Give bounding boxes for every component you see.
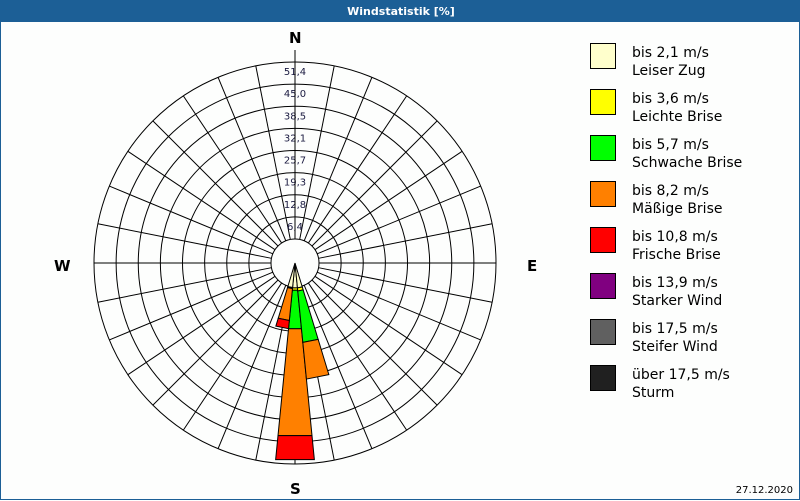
legend-label: über 17,5 m/s Sturm — [632, 367, 730, 401]
compass-north-label: N — [289, 29, 302, 47]
legend-label: bis 13,9 m/s Starker Wind — [632, 275, 723, 309]
legend-label: bis 3,6 m/s Leichte Brise — [632, 91, 723, 125]
legend-label: bis 10,8 m/s Frische Brise — [632, 229, 721, 263]
legend-swatch — [590, 181, 616, 207]
compass-south-label: S — [290, 480, 301, 498]
legend-swatch — [590, 43, 616, 69]
legend-swatch — [590, 319, 616, 345]
legend-swatch — [590, 89, 616, 115]
legend-label: bis 17,5 m/s Steifer Wind — [632, 321, 718, 355]
legend-swatch — [590, 365, 616, 391]
petal-segment — [275, 435, 315, 461]
petal-segment — [275, 317, 290, 330]
legend-swatch — [590, 227, 616, 253]
petal-segment — [302, 338, 330, 380]
compass-west-label: W — [54, 257, 71, 275]
legend-label: bis 2,1 m/s Leiser Zug — [632, 45, 709, 79]
wind-rose-chart: 6,412,819,325,732,138,545,051,4 — [93, 50, 497, 465]
window-title: Windstatistik [%] — [1, 1, 800, 22]
legend-swatch — [590, 273, 616, 299]
legend-label: bis 5,7 m/s Schwache Brise — [632, 137, 743, 171]
date-stamp: 27.12.2020 — [735, 485, 793, 496]
compass-east-label: E — [527, 257, 538, 275]
legend-swatch — [590, 135, 616, 161]
legend-label: bis 8,2 m/s Mäßige Brise — [632, 183, 723, 217]
